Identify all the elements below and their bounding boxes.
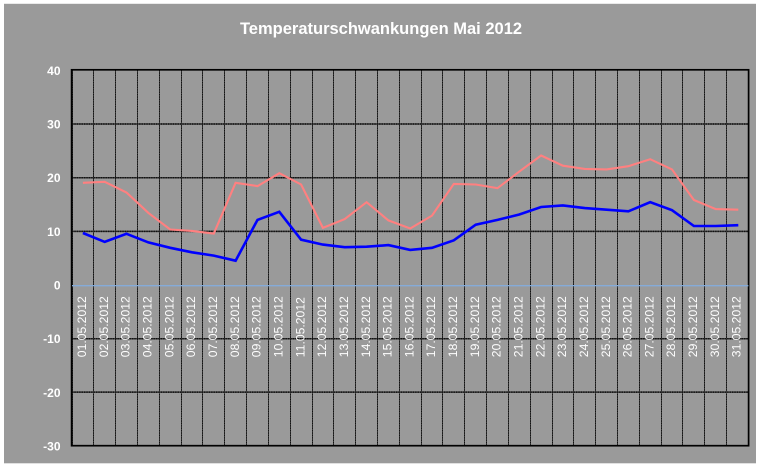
svg-text:30.05.2012: 30.05.2012 — [708, 296, 722, 357]
svg-text:07.05.2012: 07.05.2012 — [206, 296, 220, 357]
svg-text:24.05.2012: 24.05.2012 — [577, 296, 591, 357]
svg-text:18.05.2012: 18.05.2012 — [446, 296, 460, 357]
svg-text:29.05.2012: 29.05.2012 — [686, 296, 700, 357]
svg-text:14.05.2012: 14.05.2012 — [359, 296, 373, 357]
svg-text:28.05.2012: 28.05.2012 — [664, 296, 678, 357]
svg-text:40: 40 — [47, 64, 61, 78]
svg-text:26.05.2012: 26.05.2012 — [621, 296, 635, 357]
svg-text:20.05.2012: 20.05.2012 — [490, 296, 504, 357]
svg-text:20: 20 — [47, 171, 61, 185]
svg-text:06.05.2012: 06.05.2012 — [184, 296, 198, 357]
svg-text:31.05.2012: 31.05.2012 — [730, 296, 744, 357]
svg-text:23.05.2012: 23.05.2012 — [555, 296, 569, 357]
svg-text:10.05.2012: 10.05.2012 — [272, 296, 286, 357]
svg-text:-20: -20 — [43, 386, 61, 400]
svg-text:-30: -30 — [43, 440, 61, 454]
svg-text:19.05.2012: 19.05.2012 — [468, 296, 482, 357]
svg-text:Temperaturschwankungen Mai 201: Temperaturschwankungen Mai 2012 — [240, 20, 522, 38]
svg-text:13.05.2012: 13.05.2012 — [337, 296, 351, 357]
svg-text:16.05.2012: 16.05.2012 — [402, 296, 416, 357]
svg-text:01.05.2012: 01.05.2012 — [75, 296, 89, 357]
svg-text:30: 30 — [47, 118, 61, 132]
svg-text:11.05.2012: 11.05.2012 — [293, 297, 307, 357]
svg-text:02.05.2012: 02.05.2012 — [97, 296, 111, 357]
svg-text:10: 10 — [47, 225, 61, 239]
svg-text:-10: -10 — [43, 332, 61, 346]
svg-text:15.05.2012: 15.05.2012 — [381, 296, 395, 357]
svg-text:04.05.2012: 04.05.2012 — [141, 296, 155, 357]
svg-text:05.05.2012: 05.05.2012 — [162, 296, 176, 357]
svg-text:22.05.2012: 22.05.2012 — [533, 296, 547, 357]
svg-text:17.05.2012: 17.05.2012 — [424, 296, 438, 357]
svg-text:08.05.2012: 08.05.2012 — [228, 296, 242, 357]
svg-text:21.05.2012: 21.05.2012 — [512, 296, 526, 357]
svg-text:27.05.2012: 27.05.2012 — [642, 296, 656, 357]
svg-text:03.05.2012: 03.05.2012 — [119, 296, 133, 357]
svg-text:09.05.2012: 09.05.2012 — [250, 296, 264, 357]
svg-text:12.05.2012: 12.05.2012 — [315, 296, 329, 357]
svg-text:0: 0 — [54, 279, 61, 293]
svg-text:25.05.2012: 25.05.2012 — [599, 296, 613, 357]
